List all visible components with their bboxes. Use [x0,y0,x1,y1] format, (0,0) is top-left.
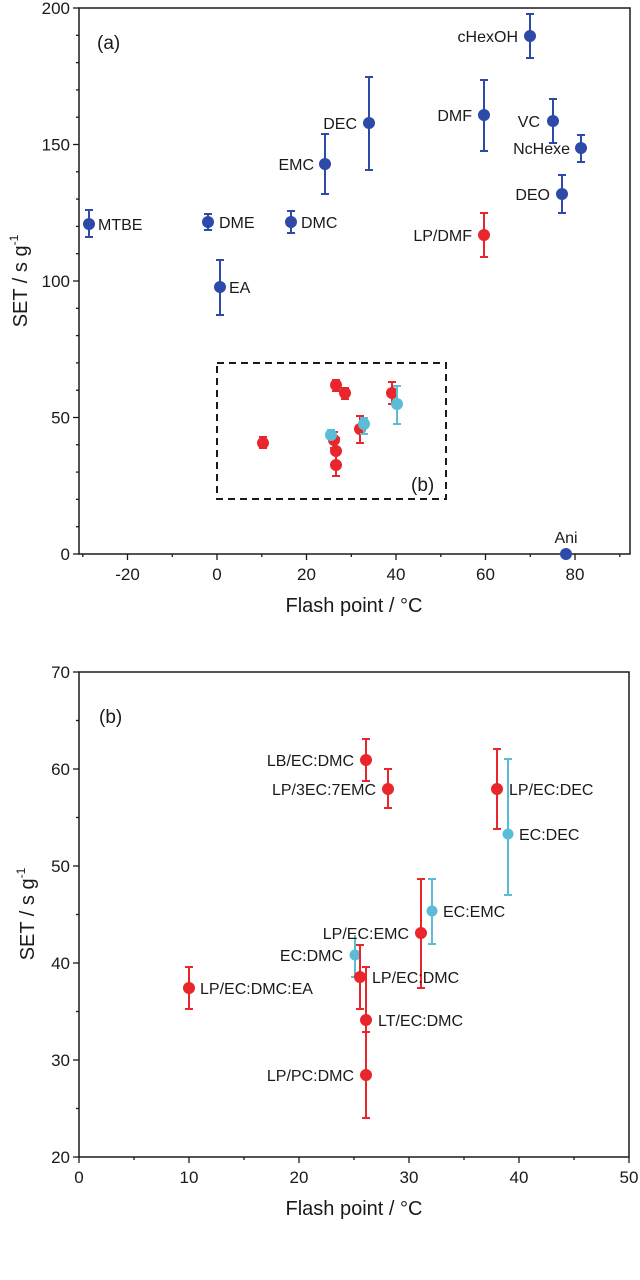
y-tick-label: 50 [51,409,70,428]
x-tick-label: 40 [387,565,406,584]
y-tick-label: 150 [42,136,70,155]
plot-frame-a [78,7,631,555]
x-tick-label: 40 [510,1168,529,1187]
y-axis-title-b: SET / s g-1 [14,867,39,960]
x-axis-title-a: Flash point / °C [286,595,423,617]
series-ec-a [325,385,403,441]
label-lb-ec-dmc: LB/EC:DMC [267,753,354,770]
x-tick-label: 30 [400,1168,419,1187]
series-ec-b [349,758,514,978]
label-lp-ec-dmc: LP/EC:DMC [372,970,459,987]
series-lp-a [257,212,490,477]
y-tick-labels-a: 0 50 100 150 200 [42,0,70,564]
x-tick-labels-b: 0 10 20 30 40 50 [74,1168,638,1187]
x-tick-label: 20 [290,1168,309,1187]
label-dec: DEC [323,116,357,133]
x-ticks-b [78,1157,630,1163]
y-tick-label: 40 [51,954,70,973]
y-tick-label: 60 [51,760,70,779]
label-deo: DEO [515,187,550,204]
panel-a: 0 50 100 150 200 -20 0 20 40 [7,0,631,617]
label-ec-dec: EC:DEC [519,827,579,844]
label-dme: DME [219,215,255,232]
label-lt-ec-dmc: LT/EC:DMC [378,1013,463,1030]
x-tick-label: 10 [180,1168,199,1187]
label-ea: EA [229,280,251,297]
x-tick-label: 20 [297,565,316,584]
y-tick-label: 0 [61,545,70,564]
y-tick-labels-b: 20 30 40 50 60 70 [51,663,70,1167]
y-tick-label: 70 [51,663,70,682]
x-tick-label: 50 [620,1168,639,1187]
x-tick-label: 60 [476,565,495,584]
label-ani: Ani [554,530,577,547]
panel-label-b: (b) [99,707,122,728]
x-tick-label: 0 [74,1168,83,1187]
label-lp-ec-dmc-ea: LP/EC:DMC:EA [200,981,313,998]
label-lp-3ec-7emc: LP/3EC:7EMC [272,782,376,799]
inset-box [216,362,447,500]
x-tick-label: 0 [212,565,221,584]
y-tick-label: 50 [51,857,70,876]
plot-frame-b [78,671,630,1158]
panel-label-a: (a) [97,33,120,54]
label-lp-dmf: LP/DMF [413,228,472,245]
point-labels-b: LB/EC:DMC LP/3EC:7EMC LP/EC:DEC EC:DEC E… [200,753,593,1085]
label-nchexe: NcHexe [513,141,570,158]
y-ticks-a [73,7,79,555]
label-mtbe: MTBE [98,217,142,234]
x-ticks-a [82,554,621,560]
panel-b: 20 30 40 50 60 70 0 10 20 30 40 50 [14,663,638,1220]
y-ticks-b [73,671,79,1158]
series-solvents-a [83,13,587,560]
series-lp-b [183,738,503,1119]
label-ec-dmc: EC:DMC [280,948,343,965]
label-ec-emc: EC:EMC [443,904,505,921]
label-dmf: DMF [437,108,472,125]
y-tick-label: 200 [42,0,70,18]
y-tick-label: 100 [42,272,70,291]
x-axis-title-b: Flash point / °C [286,1198,423,1220]
x-tick-label: -20 [115,565,140,584]
label-lp-pc-dmc: LP/PC:DMC [267,1068,354,1085]
y-tick-label: 30 [51,1051,70,1070]
y-tick-label: 20 [51,1148,70,1167]
y-axis-title-a: SET / s g-1 [7,234,32,327]
inset-label: (b) [411,475,434,496]
svg-text:SET / s g-1: SET / s g-1 [14,867,39,960]
label-vc: VC [518,114,540,131]
label-chexoh: cHexOH [458,29,518,46]
svg-text:SET / s g-1: SET / s g-1 [7,234,32,327]
x-tick-label: 80 [566,565,585,584]
label-emc: EMC [278,157,314,174]
label-lp-ec-emc: LP/EC:EMC [323,926,409,943]
label-dmc: DMC [301,215,337,232]
x-tick-labels-a: -20 0 20 40 60 80 [115,565,584,584]
label-lp-ec-dec: LP/EC:DEC [509,782,593,799]
point-labels-a: MTBE DME EA DMC EMC DEC DMF cHexOH VC Nc… [98,29,578,547]
